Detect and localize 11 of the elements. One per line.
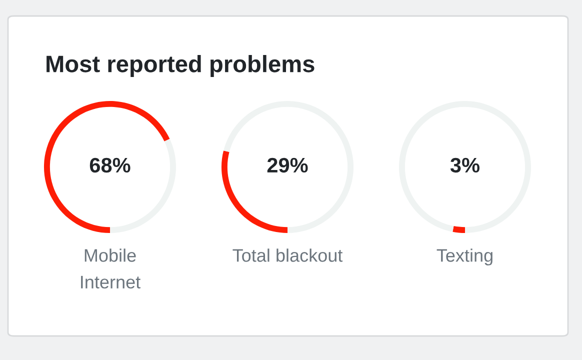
chart-title: Most reported problems <box>46 54 314 78</box>
text: 29% <box>267 158 308 173</box>
slice-label: Texting <box>436 248 492 266</box>
donut-slice <box>224 100 354 234</box>
donut-slice <box>452 226 465 234</box>
slice-label: Total blackout <box>232 248 343 262</box>
text: 3% <box>450 158 480 173</box>
donut-slice <box>44 100 170 234</box>
text: 68% <box>90 158 130 173</box>
donut-slice <box>398 100 532 234</box>
slice-label: Mobile Internet <box>81 248 140 289</box>
